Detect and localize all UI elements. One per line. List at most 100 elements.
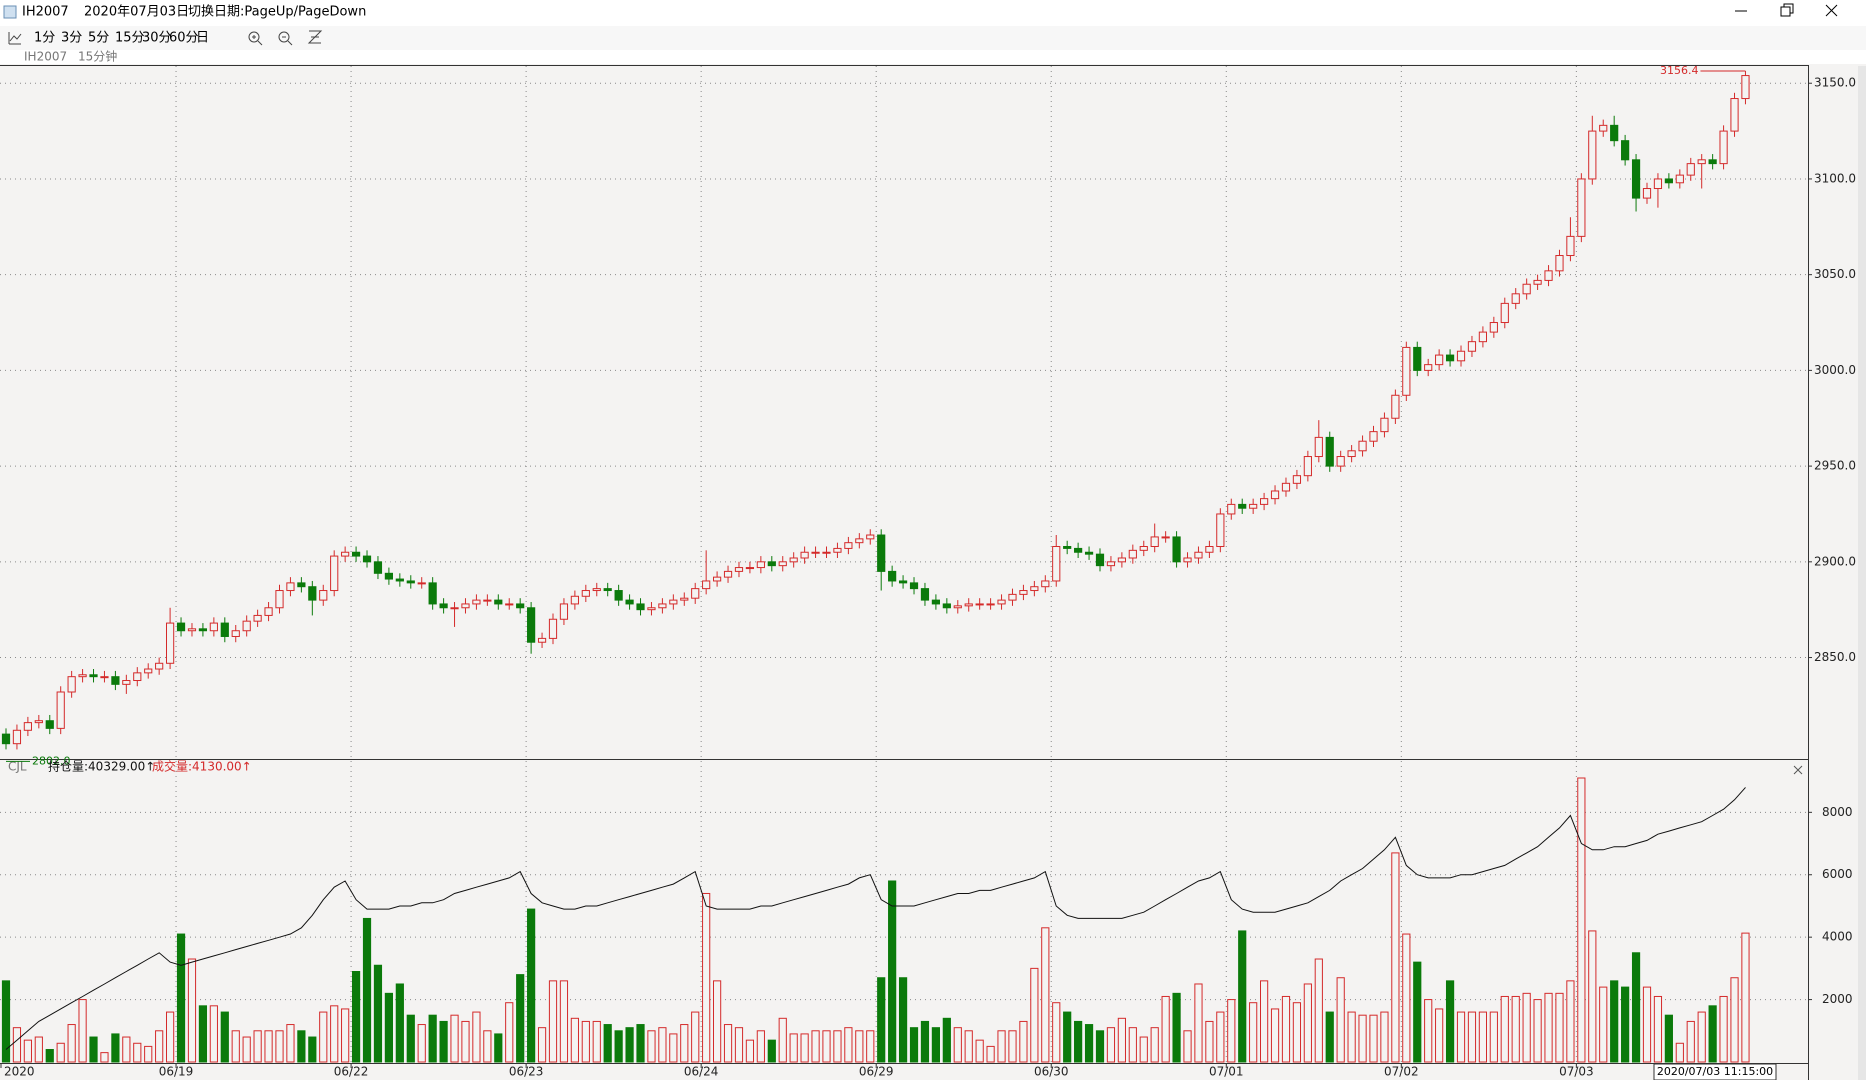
window-hint: 切换日期:PageUp/PageDown (188, 5, 366, 20)
volume-bar (1380, 1011, 1389, 1063)
volume-bar (1478, 1011, 1488, 1063)
period-button[interactable]: 日 (196, 31, 209, 46)
period-button[interactable]: 1分 (34, 31, 55, 46)
period-button[interactable]: 15分 (115, 31, 145, 46)
volume-bar (1249, 1002, 1258, 1063)
volume-bar (362, 917, 372, 1063)
volume-bar (1205, 1020, 1214, 1063)
candle-body (516, 603, 525, 609)
x-tick-label: 06/22 (334, 1065, 369, 1079)
candle-body (964, 603, 973, 607)
candle-body (176, 622, 186, 632)
candle-body (931, 599, 940, 605)
candle-body (198, 628, 208, 632)
candle-body (877, 534, 886, 572)
candle-body (1413, 346, 1422, 371)
volume-bar (373, 964, 383, 1063)
zoom-out-icon[interactable] (278, 31, 293, 46)
candle-body (1391, 394, 1400, 419)
volume-bar (1631, 952, 1641, 1063)
volume-bar (964, 1030, 973, 1063)
volume-bar (1489, 1011, 1498, 1063)
window-title: IH2007 (22, 5, 69, 20)
volume-bar (614, 1030, 623, 1063)
period-button[interactable]: 3分 (61, 31, 82, 46)
cursor-time-box (1653, 1063, 1777, 1080)
volume-bar (833, 1030, 842, 1063)
volume-bar (1260, 980, 1269, 1063)
y-tick-label: 2850.0 (1814, 650, 1856, 664)
volume-bar (1708, 1005, 1717, 1063)
candle-body (1555, 255, 1564, 272)
volume-bar (1500, 995, 1509, 1063)
candle-body (953, 605, 962, 609)
cursor-time: 2020/07/03 11:15:00 (1657, 1065, 1773, 1078)
candle-body (505, 603, 514, 606)
candle-body (417, 582, 426, 585)
candle-body (220, 622, 229, 637)
volume-bar (800, 1033, 809, 1063)
candle-body (822, 551, 831, 554)
candle-body (373, 561, 383, 574)
close-button[interactable] (1825, 4, 1838, 17)
volume-bar (330, 1005, 339, 1063)
volume-bar (844, 1027, 853, 1063)
candle-body (975, 603, 984, 606)
volume-bar (209, 1005, 218, 1063)
volume-bar (1314, 958, 1323, 1063)
candle-body (1074, 547, 1083, 553)
volume-bar (1467, 1011, 1477, 1063)
volume-bar (1544, 992, 1553, 1063)
volume-bar (723, 1024, 733, 1063)
candle-body (1708, 159, 1717, 165)
zoom-in-icon[interactable] (248, 31, 263, 46)
volume-bar (308, 1036, 317, 1063)
volume-bar (778, 1017, 787, 1063)
x-tick-label: 06/19 (159, 1065, 194, 1079)
candle-body (1347, 450, 1356, 458)
volume-bar (702, 892, 711, 1063)
volume-bar (1424, 999, 1433, 1063)
candle-body (920, 588, 930, 601)
candle-body (986, 603, 995, 606)
close-indicator[interactable] (1793, 765, 1803, 775)
candle-body (1128, 549, 1137, 559)
fit-icon[interactable] (307, 30, 323, 44)
candle-body (680, 597, 689, 601)
candle-body (242, 620, 251, 632)
candle-body (1566, 235, 1575, 257)
volume-bar (1139, 1036, 1148, 1063)
candle-body (56, 691, 65, 729)
candle-body (1621, 140, 1630, 161)
candle-body (1664, 178, 1673, 184)
restore-button[interactable] (1780, 3, 1794, 17)
candle-body (1380, 417, 1389, 433)
volume-bar (1445, 980, 1455, 1063)
volume-bar (909, 1027, 919, 1063)
volume-bar (559, 980, 569, 1063)
volume-bar (1653, 995, 1663, 1063)
candle-body (395, 578, 404, 582)
volume-bar (450, 1014, 459, 1063)
period-button[interactable]: 5分 (88, 31, 109, 46)
period-button[interactable]: 30分 (142, 31, 172, 46)
candle-body (1456, 350, 1466, 362)
volume-bar (198, 1005, 208, 1063)
scrollbar[interactable] (1858, 66, 1866, 1080)
candle-body (636, 603, 645, 611)
volume-bar (111, 1033, 120, 1063)
volume-bar (384, 992, 393, 1063)
volume-bar (680, 1024, 689, 1063)
period-button[interactable]: 60分 (169, 31, 199, 46)
candle-body (888, 570, 897, 582)
volume-bar (1216, 1011, 1225, 1063)
candle-body (1544, 270, 1553, 281)
x-tick-label: 06/23 (509, 1065, 544, 1079)
candle-body (723, 570, 733, 578)
volume-bar (395, 983, 404, 1063)
volume-bar (658, 1027, 667, 1063)
volume-bar (767, 1039, 776, 1063)
volume-bar (931, 1027, 940, 1063)
volume-bar (505, 1002, 514, 1063)
chart-type-icon[interactable] (8, 32, 22, 45)
